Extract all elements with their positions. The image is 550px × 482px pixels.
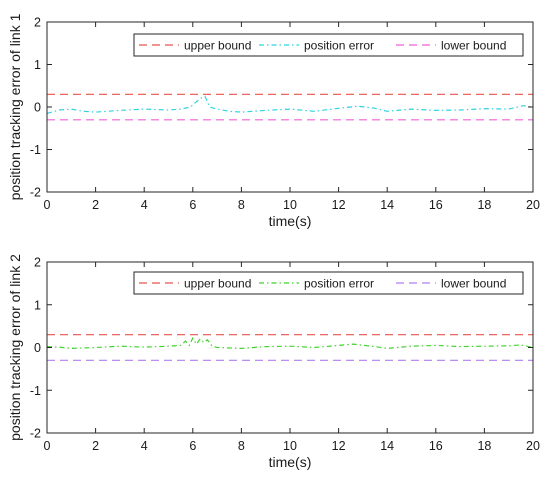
x-tick-label: 2 [92, 439, 99, 453]
y-tick-label: 2 [34, 16, 41, 30]
x-tick-label: 14 [380, 439, 394, 453]
legend-label: upper bound [184, 39, 251, 53]
x-tick-label: 20 [526, 439, 540, 453]
y-tick-label: 1 [34, 298, 41, 312]
x-tick-label: 6 [189, 439, 196, 453]
legend-label: position error [304, 277, 374, 291]
x-axis-label: time(s) [269, 213, 312, 229]
legend-label: lower bound [441, 39, 506, 53]
x-tick-label: 10 [283, 439, 297, 453]
x-tick-label: 0 [44, 198, 51, 212]
x-tick-label: 12 [332, 439, 346, 453]
x-tick-label: 4 [141, 198, 148, 212]
y-axis-label: position tracking error of link 1 [7, 13, 23, 200]
y-axis-label: position tracking error of link 2 [7, 254, 23, 441]
y-tick-label: -1 [30, 143, 41, 157]
chart-1: 0 2 4 6 8 10 12 14 16 18 20210-1-2time(s)position … [7, 13, 540, 229]
y-tick-label: -2 [30, 186, 41, 200]
y-tick-label: 0 [34, 341, 41, 355]
x-tick-label: 8 [238, 198, 245, 212]
legend-label: upper bound [184, 277, 251, 291]
x-tick-label: 16 [429, 439, 443, 453]
legend: upper bound position error lower bound [133, 33, 524, 57]
chart-2: 0 2 4 6 8 10 12 14 16 18 20210-1-2time(s)position … [7, 254, 540, 470]
x-tick-label: 18 [477, 439, 491, 453]
y-tick-label: 1 [34, 58, 41, 72]
x-tick-label: 14 [380, 198, 394, 212]
x-tick-label: 2 [92, 198, 99, 212]
legend-box [133, 33, 524, 57]
x-tick-label: 18 [477, 198, 491, 212]
legend: upper bound position error lower bound [133, 271, 524, 295]
x-tick-label: 16 [429, 198, 443, 212]
y-tick-label: -1 [30, 384, 41, 398]
y-tick-label: 2 [34, 256, 41, 270]
y-tick-label: 0 [34, 101, 41, 115]
x-axis-label: time(s) [269, 454, 312, 470]
x-tick-label: 12 [332, 198, 346, 212]
x-tick-label: 20 [526, 198, 540, 212]
series-line-position-error [46, 336, 534, 350]
x-tick-label: 10 [283, 198, 297, 212]
series-line-position-error [46, 95, 534, 114]
x-tick-label: 6 [189, 198, 196, 212]
legend-box [133, 271, 524, 295]
legend-label: position error [304, 39, 374, 53]
y-tick-label: -2 [30, 427, 41, 441]
x-tick-label: 4 [141, 439, 148, 453]
x-tick-label: 0 [44, 439, 51, 453]
x-tick-label: 8 [238, 439, 245, 453]
legend-label: lower bound [441, 277, 506, 291]
